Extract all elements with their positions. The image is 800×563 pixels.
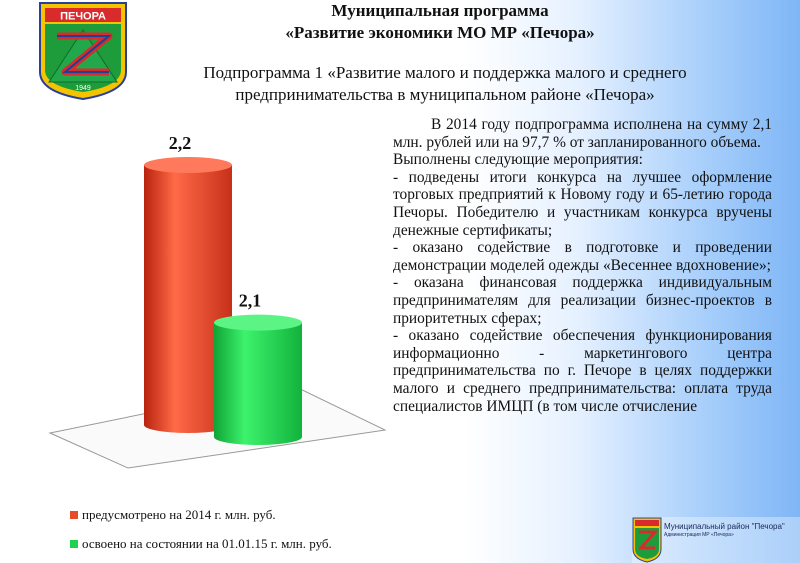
emblem-year-text: 1949 <box>75 85 91 92</box>
title-line-2: «Развитие экономики МО МР «Печора» <box>285 23 595 42</box>
legend-label-actual: освоено на состоянии на 01.01.15 г. млн.… <box>82 536 332 551</box>
coat-of-arms-icon <box>632 517 662 563</box>
bar-top-0 <box>144 157 232 173</box>
legend-label-planned: предусмотрено на 2014 г. млн. руб. <box>82 507 276 522</box>
legend-item-planned: предусмотрено на 2014 г. млн. руб. <box>70 500 332 529</box>
bar-body-0 <box>144 165 232 433</box>
data-label-1: 2,1 <box>239 291 262 311</box>
chart-legend: предусмотрено на 2014 г. млн. руб. освое… <box>70 500 332 558</box>
bar-body-1 <box>214 322 302 445</box>
subtitle-line-2: предпринимательства в муниципальном райо… <box>235 85 655 104</box>
list-item: - оказана финансовая поддержка индивидуа… <box>393 274 772 327</box>
page-title: Муниципальная программа «Развитие эконом… <box>240 0 640 44</box>
legend-swatch-planned <box>70 510 78 519</box>
list-item: - оказано содействие в подготовке и пров… <box>393 239 772 274</box>
legend-swatch-actual <box>70 539 78 548</box>
data-label-0: 2,2 <box>169 133 192 153</box>
subtitle-line-1: Подпрограмма 1 «Развитие малого и поддер… <box>203 63 687 82</box>
footer-sublabel: Администрация МР «Печора» <box>664 532 734 538</box>
coat-of-arms-icon: ПЕЧОРА 1949 <box>37 0 129 101</box>
bar-chart: 2,2 2,1 <box>48 133 387 469</box>
body-text: В 2014 году подпрограмма исполнена на су… <box>393 116 772 563</box>
emblem-banner-text: ПЕЧОРА <box>60 11 106 23</box>
footer-label: Муниципальный район "Печора" <box>664 522 785 531</box>
bar-1 <box>214 314 302 445</box>
footer-badge: Муниципальный район "Печора" Администрац… <box>632 517 800 563</box>
subtitle: Подпрограмма 1 «Развитие малого и поддер… <box>150 62 740 106</box>
list-item: - подведены итоги конкурса на лучшее офо… <box>393 168 772 239</box>
list-title: Выполнены следующие мероприятия: <box>393 151 643 169</box>
bar-0 <box>144 157 232 433</box>
bar-top-1 <box>214 314 302 331</box>
legend-item-actual: освоено на состоянии на 01.01.15 г. млн.… <box>70 529 332 558</box>
title-line-1: Муниципальная программа <box>331 1 549 20</box>
intro-paragraph: В 2014 году подпрограмма исполнена на су… <box>393 116 772 151</box>
list-item: - оказано содействие обеспечения функцио… <box>393 327 772 415</box>
